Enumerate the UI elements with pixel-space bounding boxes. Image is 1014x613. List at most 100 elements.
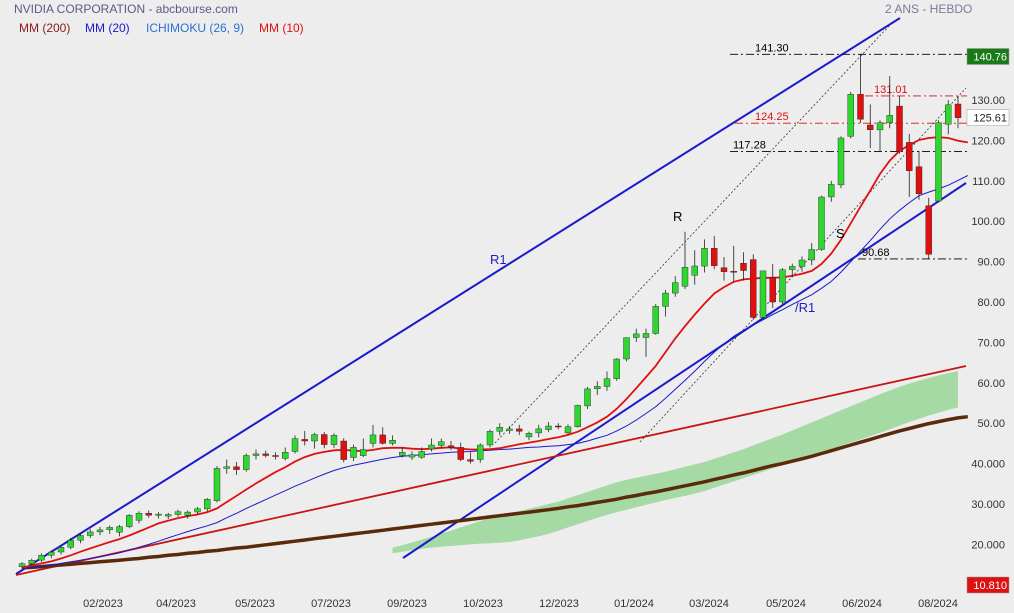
- candle: [203, 497, 211, 512]
- candle: [867, 104, 874, 149]
- candle: [106, 525, 113, 534]
- candle: [467, 452, 474, 464]
- candle-body: [116, 526, 123, 533]
- y-tick-label: 130.00: [971, 95, 1005, 107]
- candle: [603, 371, 611, 391]
- candle-body: [613, 358, 620, 379]
- candle-body: [701, 248, 708, 267]
- candle: [759, 270, 767, 320]
- mm20-line: [21, 175, 969, 570]
- candle: [96, 527, 104, 536]
- x-tick-label: 08/2024: [918, 598, 958, 610]
- candle-body: [96, 529, 104, 533]
- candle-body: [779, 269, 786, 303]
- legend-mm20[interactable]: MM (20): [85, 21, 130, 35]
- legend-ichimoku[interactable]: ICHIMOKU (26, 9): [146, 21, 245, 35]
- candle: [672, 276, 679, 297]
- candle-body: [740, 263, 747, 271]
- candle-body: [428, 444, 435, 450]
- annotation-r: R: [673, 209, 682, 224]
- candle: [486, 429, 494, 448]
- candle-body: [906, 142, 913, 171]
- mm200-line: [21, 414, 969, 570]
- x-tick-label: 03/2024: [689, 598, 729, 610]
- candle: [291, 435, 299, 454]
- candle: [252, 449, 260, 460]
- candle: [48, 550, 55, 559]
- candle-body: [301, 439, 308, 442]
- legend-mm10[interactable]: MM (10): [259, 21, 304, 35]
- level-label-0: 141.30: [755, 42, 789, 54]
- candle: [340, 438, 347, 463]
- candle: [545, 421, 552, 433]
- candle-body: [291, 438, 299, 452]
- candle: [223, 459, 230, 474]
- candle: [711, 236, 718, 270]
- candle: [681, 231, 689, 290]
- candle-body: [28, 560, 35, 565]
- candle-body: [57, 547, 65, 553]
- candle: [38, 553, 45, 563]
- candle: [623, 337, 630, 362]
- candle-body: [242, 455, 250, 470]
- candle: [642, 328, 650, 357]
- candle-body: [535, 428, 542, 434]
- candle: [847, 91, 854, 139]
- y-tick-label: 50.00: [977, 418, 1005, 430]
- candle: [857, 54, 864, 124]
- y-tick-label: 40.000: [971, 459, 1005, 471]
- candle-body: [321, 434, 328, 445]
- candle: [886, 76, 893, 129]
- candle-body: [184, 511, 191, 516]
- candle-body: [350, 447, 357, 458]
- candle-body: [203, 499, 211, 510]
- y-tick-label: 70.00: [977, 337, 1005, 349]
- candle: [730, 245, 737, 282]
- candle: [213, 466, 221, 503]
- candle-body: [86, 531, 94, 536]
- candle-body: [886, 115, 893, 123]
- price-badge-label: 140.76: [973, 52, 1007, 64]
- candle-body: [252, 453, 260, 456]
- candle-body: [545, 425, 552, 430]
- candle-body: [691, 265, 698, 276]
- candle-body: [379, 434, 386, 444]
- x-tick-label: 05/2023: [235, 598, 275, 610]
- candle: [925, 197, 932, 259]
- candle-body: [438, 441, 445, 446]
- candle-body: [311, 434, 318, 442]
- candle-body: [262, 453, 269, 456]
- candle: [808, 243, 815, 266]
- legend-mm200[interactable]: MM (200): [19, 21, 71, 35]
- candle: [272, 452, 279, 460]
- candle-body: [48, 551, 55, 556]
- candle: [350, 444, 357, 462]
- candle-body: [564, 426, 572, 434]
- candle-body: [681, 267, 689, 287]
- candle-body: [330, 435, 338, 445]
- candle-body: [730, 271, 737, 273]
- candle-body: [467, 459, 474, 462]
- candle-body: [106, 527, 113, 531]
- candle: [457, 442, 464, 462]
- candle-body: [38, 555, 45, 561]
- candle: [915, 150, 923, 200]
- y-tick-label: 110.00: [972, 176, 1005, 188]
- level-label-1: 131.01: [874, 84, 908, 96]
- candle: [116, 525, 123, 537]
- candle-body: [798, 259, 806, 267]
- candle-body: [789, 266, 796, 270]
- candle-body: [915, 166, 923, 194]
- candle: [145, 510, 152, 518]
- candle: [613, 358, 620, 381]
- x-tick-label: 02/2023: [83, 598, 123, 610]
- mm10-line: [21, 136, 968, 569]
- x-tick-label: 01/2024: [614, 598, 654, 610]
- candle-body: [584, 388, 591, 407]
- candle-body: [135, 513, 143, 521]
- annotation-r1-slash: /R1: [795, 300, 815, 315]
- candle-body: [282, 452, 289, 459]
- candle: [135, 511, 143, 524]
- x-tick-label: 05/2024: [766, 598, 806, 610]
